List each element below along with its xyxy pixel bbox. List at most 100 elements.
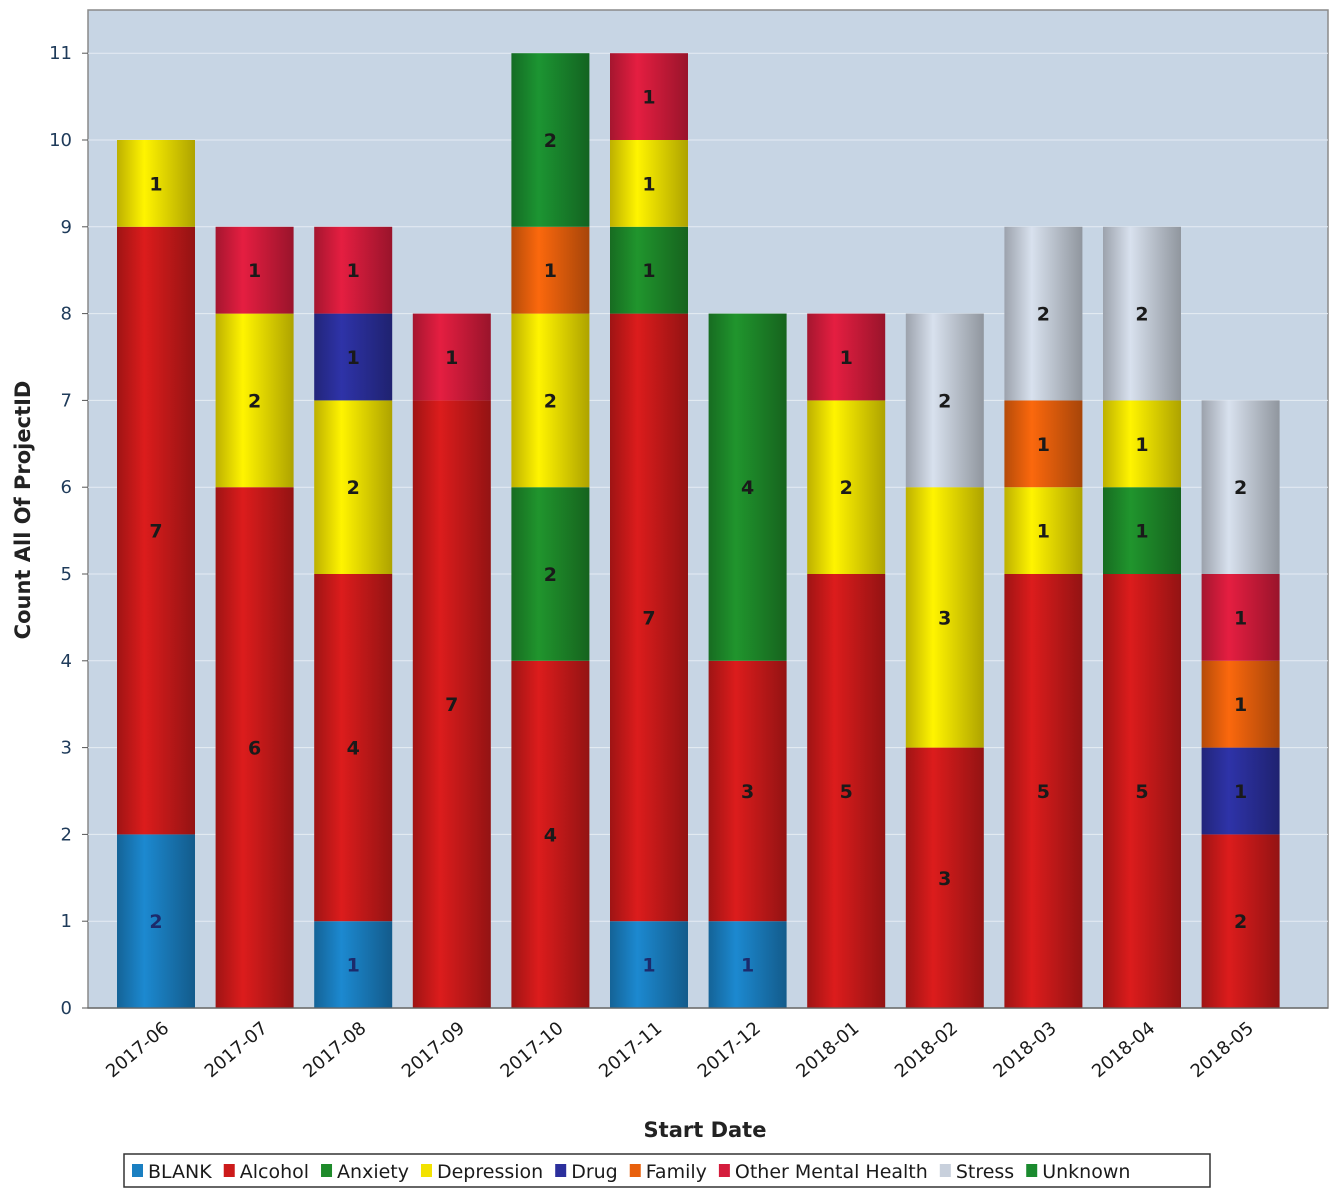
data-label: 1 (741, 955, 754, 977)
data-label: 7 (149, 521, 162, 543)
x-tick-label: 2017-08 (299, 1018, 370, 1082)
y-tick-label: 8 (61, 304, 72, 325)
bar-segment (511, 660, 590, 1008)
x-tick-label: 2018-01 (792, 1018, 863, 1082)
bar-segment (314, 921, 393, 1008)
data-label: 5 (1135, 781, 1148, 803)
data-label: 5 (1037, 781, 1050, 803)
legend-swatch (1026, 1164, 1038, 1177)
bars: 2 7 1 6 2 1 1 4 2 1 1 7 1 4 2 2 1 2 1 7 1 1 1 1 3 4 5 2 1 3 3 2 5 1 1 2 5 1 1 2… (117, 53, 1280, 1008)
bar-segment (610, 53, 688, 141)
bar-segment (1201, 660, 1280, 748)
data-label: 2 (149, 911, 162, 933)
y-axis: 0 1 2 3 4 5 6 7 8 9 10 11 (49, 43, 88, 1019)
data-label: 3 (938, 607, 951, 629)
data-label: 1 (445, 347, 458, 369)
bar-segment (1103, 400, 1181, 488)
x-tick-label: 2017-07 (201, 1018, 272, 1082)
bar-segment (1004, 574, 1083, 1008)
legend-label: Anxiety (337, 1161, 409, 1183)
bar-segment (905, 313, 984, 488)
legend-swatch (420, 1164, 432, 1177)
data-label: 1 (1135, 521, 1148, 543)
legend-label: Alcohol (240, 1161, 309, 1183)
data-label: 1 (1037, 434, 1050, 456)
data-label: 6 (248, 738, 261, 760)
legend-label: BLANK (148, 1161, 212, 1183)
data-label: 1 (1135, 434, 1148, 456)
data-label: 1 (1234, 607, 1247, 629)
data-label: 1 (642, 955, 655, 977)
legend-swatch (555, 1164, 567, 1177)
bar-segment (215, 487, 294, 1008)
legend: BLANK Alcohol Anxiety Depression Drug Family O… (123, 1153, 1211, 1188)
x-tick-label: 2017-06 (102, 1018, 173, 1082)
data-label: 3 (938, 868, 951, 890)
data-label: 1 (642, 260, 655, 282)
data-label: 4 (544, 824, 557, 846)
data-label: 1 (1234, 694, 1247, 716)
data-label: 1 (544, 260, 557, 282)
bar-segment (1201, 747, 1280, 835)
y-tick-label: 6 (61, 477, 72, 498)
bar-segment (117, 834, 195, 1008)
x-tick-label: 2017-09 (398, 1018, 469, 1082)
legend-label: Stress (956, 1161, 1014, 1183)
bar-segment (708, 921, 787, 1008)
legend-label: Drug (571, 1161, 618, 1183)
bar-segment (1004, 400, 1083, 488)
data-label: 1 (347, 347, 360, 369)
data-label: 2 (248, 390, 261, 412)
bar-segment (215, 313, 294, 488)
x-tick-label: 2017-12 (694, 1018, 765, 1082)
bar-segment (314, 226, 393, 314)
bar-segment (412, 313, 491, 401)
legend-swatch (321, 1164, 333, 1177)
data-label: 1 (642, 87, 655, 109)
bar-segment (117, 226, 195, 835)
data-label: 1 (1037, 521, 1050, 543)
data-label: 4 (347, 738, 360, 760)
bar-segment (1201, 834, 1280, 1008)
bar-segment (511, 53, 590, 227)
x-tick-label: 2018-04 (1088, 1018, 1159, 1082)
data-label: 1 (347, 260, 360, 282)
data-label: 1 (149, 173, 162, 195)
data-label: 7 (445, 694, 458, 716)
y-tick-label: 11 (49, 43, 72, 64)
bar-segment (1004, 226, 1083, 401)
legend-label: Other Mental Health (735, 1161, 928, 1183)
data-label: 2 (544, 564, 557, 586)
x-tick-label: 2018-03 (989, 1018, 1060, 1082)
bar-segment (117, 140, 195, 227)
bar-segment (314, 400, 393, 574)
bar-segment (1201, 400, 1280, 574)
bar-segment (807, 313, 886, 401)
data-label: 3 (741, 781, 754, 803)
legend-label: Unknown (1042, 1161, 1130, 1183)
data-label: 1 (347, 955, 360, 977)
bar-segment (610, 921, 688, 1008)
data-label: 2 (938, 390, 951, 412)
bar-segment (314, 574, 393, 922)
y-tick-label: 4 (61, 651, 72, 672)
bar-segment (708, 313, 787, 661)
data-label: 5 (840, 781, 853, 803)
bar-segment (314, 313, 393, 401)
legend-label: Depression (437, 1161, 543, 1183)
x-axis-title: Start Date (644, 1118, 767, 1142)
y-tick-label: 3 (61, 738, 72, 759)
y-tick-label: 5 (61, 564, 72, 585)
bar-segment (610, 140, 688, 227)
bar-segment (807, 574, 886, 1008)
bar-segment (610, 226, 688, 314)
data-label: 2 (840, 477, 853, 499)
legend-swatch (223, 1164, 235, 1177)
bar-segment (1103, 226, 1181, 401)
legend-swatch (629, 1164, 641, 1177)
x-tick-label: 2017-11 (595, 1018, 666, 1082)
bar-segment (708, 660, 787, 922)
data-label: 1 (1234, 781, 1247, 803)
y-tick-label: 2 (61, 824, 72, 845)
